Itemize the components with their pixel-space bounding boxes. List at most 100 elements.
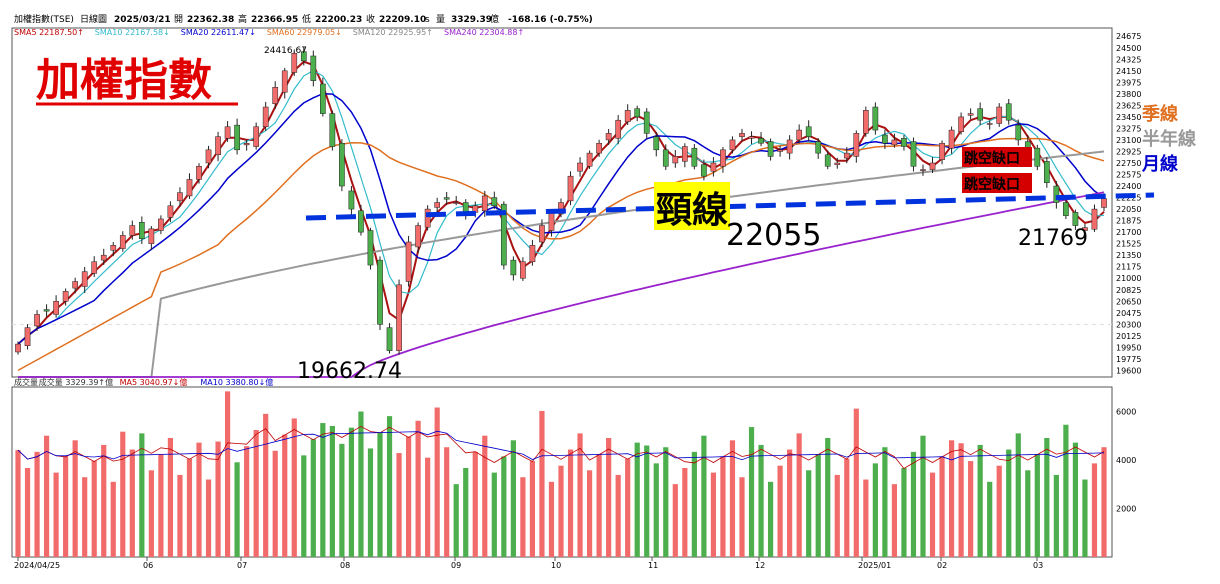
candle-body: [634, 108, 641, 118]
volume-bar: [1082, 479, 1088, 557]
candle-body: [1063, 202, 1069, 216]
volume-bar: [558, 465, 564, 557]
volume-bar: [672, 484, 678, 557]
volume-bar: [91, 461, 97, 557]
volume-bar: [1063, 424, 1069, 557]
x-tick-label: 09: [451, 561, 461, 570]
candle-body: [996, 106, 1003, 124]
y-tick-label: 21700: [1116, 228, 1141, 237]
volume-bar: [1072, 442, 1079, 557]
volume-bar: [510, 440, 516, 557]
volume-bar: [606, 438, 612, 557]
candle-body: [1072, 212, 1079, 226]
candle-body: [1101, 198, 1107, 208]
volume-bar: [167, 438, 174, 557]
x-tick-label: 11: [648, 561, 658, 570]
candle-body: [310, 55, 317, 81]
volume-bar: [434, 407, 440, 557]
candle-body: [91, 261, 98, 274]
volume-bar: [920, 435, 926, 557]
volume-bar: [977, 444, 983, 557]
price-y-axis: 24675 24500 24325 24150 23975 23800 23625 23450…: [1116, 32, 1141, 375]
legend-quarter-line: 季線: [1142, 103, 1178, 125]
candle-body: [529, 245, 536, 263]
candle-body: [929, 162, 936, 170]
candle-body: [567, 175, 574, 202]
y-tick-label: 22400: [1116, 182, 1141, 191]
x-tick-label: 08: [340, 561, 350, 570]
candle-body: [453, 202, 460, 204]
volume-bar: [701, 435, 707, 557]
candle-body: [243, 142, 250, 146]
volume-bar: [806, 470, 812, 557]
y-tick-label: 20825: [1116, 286, 1141, 295]
candle-body: [539, 225, 545, 243]
high-value-label: 24416.67: [264, 46, 307, 56]
candle-body: [1053, 185, 1060, 203]
volume-bar: [472, 451, 478, 557]
candle-body: [129, 225, 136, 236]
candle-body: [234, 124, 240, 151]
volume-bar: [491, 472, 497, 557]
candle-body: [510, 259, 517, 276]
volume-bar: [120, 431, 126, 557]
header-close-label: 收: [366, 13, 375, 25]
volume-bar: [796, 433, 802, 557]
volume-bar: [501, 456, 507, 557]
vol-tick-label: 6000: [1116, 407, 1136, 416]
candle-body: [767, 141, 774, 157]
candle-body: [720, 149, 726, 167]
sma-legend: SMA5 22187.50↑ SMA10 22167.58↓ SMA20 22611…: [14, 28, 524, 37]
volume-bar: [663, 447, 669, 557]
volume-bar: [739, 477, 745, 557]
volume-bar: [901, 467, 907, 557]
candle-body: [205, 149, 212, 164]
volume-bar: [682, 467, 688, 557]
volume-bar: [463, 467, 469, 557]
volume-bar: [815, 454, 821, 557]
volume-bar: [329, 425, 335, 557]
volume-bar: [53, 472, 59, 557]
candle-body: [386, 327, 393, 351]
volume-bar: [63, 456, 69, 557]
candle-body: [872, 106, 879, 131]
volume-bar: [748, 427, 755, 557]
candle-body: [986, 123, 993, 125]
sma10-line: [17, 69, 1105, 345]
candle-body: [605, 133, 612, 141]
candle-body: [405, 241, 412, 282]
volume-bar: [548, 481, 555, 557]
volume-legend: 成交量 成交量 3329.39↑億 MA5 3040.97↓億 MA10 3380.8…: [14, 377, 273, 387]
candle-body: [977, 108, 984, 121]
candle-body: [186, 179, 193, 197]
header-vol-label: 量: [436, 14, 445, 25]
y-tick-label: 20300: [1116, 320, 1141, 329]
volume-bar: [110, 481, 116, 557]
sma-legend-item: SMA10 22167.58↓: [95, 28, 170, 37]
volume-bar: [996, 465, 1002, 557]
y-tick-label: 23800: [1116, 90, 1141, 99]
y-tick-label: 24675: [1116, 32, 1141, 41]
candle-body: [920, 169, 926, 171]
candle-body: [272, 87, 279, 104]
candle-body: [862, 110, 869, 134]
gap-box-1: [962, 147, 1032, 167]
candle-body: [691, 147, 698, 167]
candle-body: [434, 202, 441, 208]
candle-body: [672, 156, 679, 164]
vol-legend-item: 成交量: [14, 377, 38, 387]
header-vol-unit: 億: [490, 13, 499, 25]
sma-legend-item: SMA60 22979.05↓: [267, 28, 342, 37]
candle-body: [739, 133, 745, 137]
volume-bar: [358, 411, 364, 557]
volume-bar: [444, 447, 450, 557]
candle-body: [901, 138, 907, 147]
y-tick-label: 21175: [1116, 263, 1141, 272]
volume-bar: [72, 440, 78, 557]
volume-bar: [1034, 454, 1040, 557]
candle-body: [882, 134, 888, 144]
title-overlay: 加權指數: [36, 55, 212, 106]
volume-bar: [215, 441, 221, 557]
candle-body: [329, 113, 336, 147]
